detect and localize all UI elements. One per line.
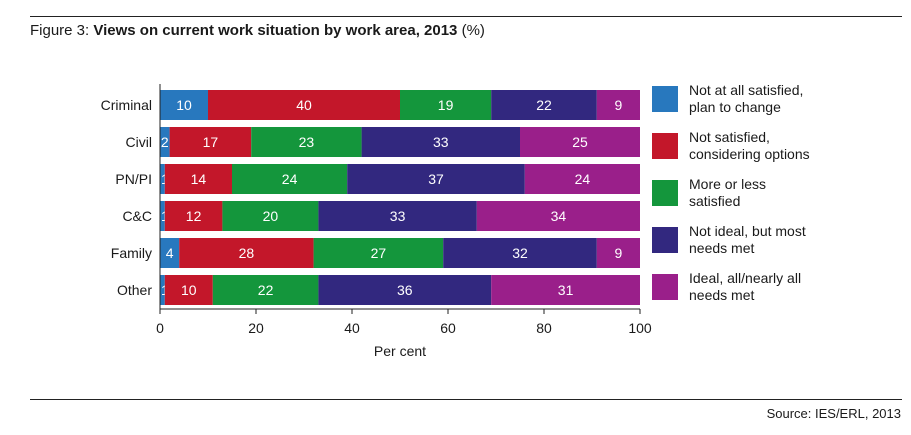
bar-segment-pn-pi-not_satisfied	[164, 164, 232, 194]
bar-segment-family-ideal	[596, 238, 640, 268]
x-axis-label: Per cent	[374, 343, 426, 359]
bar-segment-criminal-ideal	[596, 90, 640, 120]
figure-title-unit: (%)	[457, 22, 485, 39]
legend-label-not_at_all: Not at all satisfied, plan to change	[689, 82, 804, 115]
bar-segment-criminal-not_at_all	[160, 90, 208, 120]
category-label-c-c: C&C	[122, 208, 152, 224]
bar-segment-pn-pi-not_at_all	[160, 164, 165, 194]
data-label-family-not_at_all: 4	[166, 245, 174, 261]
legend-swatch-not_satisfied	[652, 133, 678, 159]
legend-item-ideal: Ideal, all/nearly all needs met	[652, 268, 862, 315]
bar-segment-c-c-not_satisfied	[164, 201, 223, 231]
bar-segment-other-more_or_less	[212, 275, 319, 305]
bottom-rule	[30, 399, 902, 400]
data-label-pn-pi-not_ideal: 37	[428, 171, 444, 187]
legend-item-more_or_less: More or less satisfied	[652, 174, 862, 221]
legend-label-more_or_less: More or less satisfied	[689, 176, 767, 209]
chart-legend: Not at all satisfied, plan to change Not s…	[652, 80, 862, 315]
category-label-other: Other	[117, 282, 152, 298]
legend-item-not_ideal: Not ideal, but most needs met	[652, 221, 862, 268]
data-label-other-more_or_less: 22	[258, 282, 274, 298]
category-label-pn-pi: PN/PI	[115, 171, 152, 187]
bar-segment-other-not_at_all	[160, 275, 165, 305]
bar-segment-criminal-more_or_less	[400, 90, 492, 120]
data-label-civil-not_satisfied: 17	[203, 134, 219, 150]
data-label-pn-pi-not_satisfied: 14	[191, 171, 207, 187]
x-tick-label-40: 40	[344, 320, 360, 336]
data-label-pn-pi-ideal: 24	[575, 171, 591, 187]
data-label-criminal-not_satisfied: 40	[296, 97, 312, 113]
bar-segment-criminal-not_satisfied	[208, 90, 400, 120]
data-label-criminal-more_or_less: 19	[438, 97, 454, 113]
bar-segment-c-c-ideal	[476, 201, 640, 231]
legend-item-not_at_all: Not at all satisfied, plan to change	[652, 80, 862, 127]
bar-segment-civil-not_ideal	[361, 127, 520, 157]
data-label-other-not_satisfied: 10	[181, 282, 197, 298]
data-label-civil-not_ideal: 33	[433, 134, 449, 150]
source-note: Source: IES/ERL, 2013	[766, 406, 901, 421]
legend-item-not_satisfied: Not satisfied, considering options	[652, 127, 862, 174]
data-label-other-not_ideal: 36	[397, 282, 413, 298]
category-label-family: Family	[111, 245, 152, 261]
data-label-other-ideal: 31	[558, 282, 574, 298]
x-tick-label-80: 80	[536, 320, 552, 336]
data-label-family-ideal: 9	[615, 245, 623, 261]
bar-segment-pn-pi-not_ideal	[347, 164, 525, 194]
category-label-criminal: Criminal	[101, 97, 152, 113]
data-label-c-c-more_or_less: 20	[263, 208, 279, 224]
data-label-c-c-ideal: 34	[551, 208, 567, 224]
data-label-family-not_satisfied: 28	[239, 245, 255, 261]
bar-segment-other-not_satisfied	[164, 275, 213, 305]
data-label-criminal-not_ideal: 22	[536, 97, 552, 113]
data-label-civil-ideal: 25	[572, 134, 588, 150]
data-label-family-more_or_less: 27	[371, 245, 387, 261]
bar-segment-family-more_or_less	[313, 238, 444, 268]
bar-segment-family-not_satisfied	[179, 238, 314, 268]
bar-segment-other-ideal	[491, 275, 640, 305]
legend-swatch-ideal	[652, 274, 678, 300]
legend-swatch-not_at_all	[652, 86, 678, 112]
bar-segment-c-c-more_or_less	[222, 201, 319, 231]
bar-segment-pn-pi-more_or_less	[232, 164, 348, 194]
bar-segment-family-not_ideal	[443, 238, 597, 268]
data-label-civil-more_or_less: 23	[299, 134, 315, 150]
category-label-civil: Civil	[126, 134, 152, 150]
data-label-civil-not_at_all: 2	[161, 134, 169, 150]
bar-segment-civil-not_at_all	[160, 127, 170, 157]
bar-segment-c-c-not_ideal	[318, 201, 477, 231]
x-tick-label-60: 60	[440, 320, 456, 336]
bar-segment-pn-pi-ideal	[524, 164, 640, 194]
x-tick-label-100: 100	[628, 320, 652, 336]
legend-swatch-not_ideal	[652, 227, 678, 253]
legend-swatch-more_or_less	[652, 180, 678, 206]
data-label-family-not_ideal: 32	[512, 245, 528, 261]
data-label-criminal-not_at_all: 10	[176, 97, 192, 113]
bar-segment-family-not_at_all	[160, 238, 180, 268]
x-tick-label-20: 20	[248, 320, 264, 336]
legend-label-not_satisfied: Not satisfied, considering options	[689, 129, 810, 162]
x-tick-label-0: 0	[156, 320, 164, 336]
bar-segment-civil-more_or_less	[251, 127, 362, 157]
figure-title: Figure 3: Views on current work situatio…	[30, 22, 485, 39]
legend-label-not_ideal: Not ideal, but most needs met	[689, 223, 806, 256]
data-label-pn-pi-more_or_less: 24	[282, 171, 298, 187]
data-label-c-c-not_satisfied: 12	[186, 208, 202, 224]
bar-segment-other-not_ideal	[318, 275, 492, 305]
figure-title-text: Views on current work situation by work …	[93, 22, 458, 39]
legend-label-ideal: Ideal, all/nearly all needs met	[689, 270, 802, 303]
data-label-c-c-not_ideal: 33	[390, 208, 406, 224]
figure-number: Figure 3:	[30, 22, 94, 39]
bar-segment-civil-not_satisfied	[169, 127, 252, 157]
bar-segment-c-c-not_at_all	[160, 201, 165, 231]
bar-segment-civil-ideal	[520, 127, 640, 157]
top-rule	[30, 16, 902, 17]
bar-segment-criminal-not_ideal	[491, 90, 597, 120]
data-label-criminal-ideal: 9	[615, 97, 623, 113]
